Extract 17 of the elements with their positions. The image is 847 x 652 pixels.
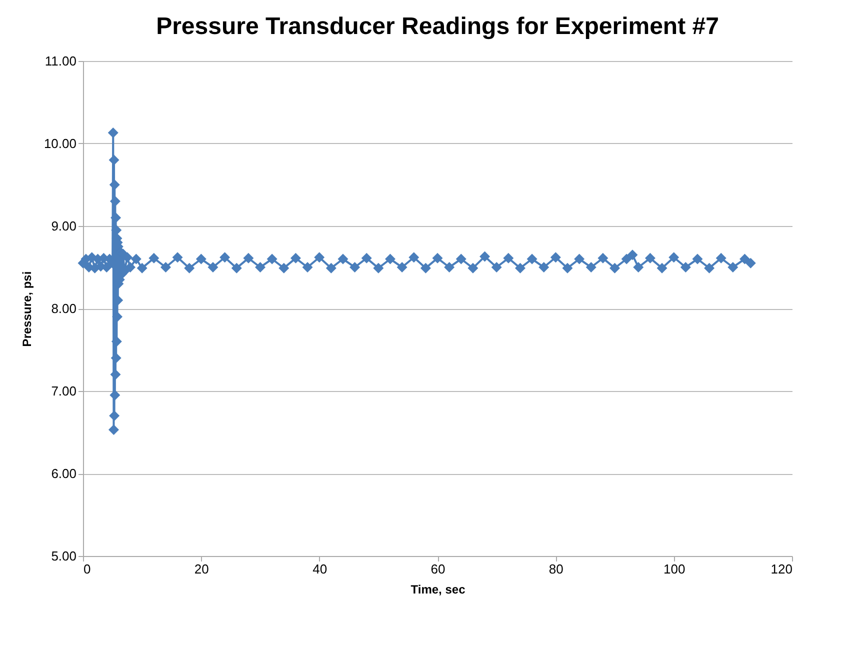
- x-tick-label: 40: [312, 562, 328, 576]
- x-axis-title: Time, sec: [410, 582, 466, 596]
- chart-title: Pressure Transducer Readings for Experiment #7: [156, 13, 719, 40]
- y-axis-title: Pressure, psi: [20, 271, 34, 347]
- x-tick-label: 60: [430, 562, 446, 576]
- x-tick-label: 20: [194, 562, 209, 576]
- x-tick-label: 120: [770, 562, 792, 576]
- y-tick-label: 9.00: [51, 218, 76, 234]
- x-tick-label: 80: [548, 562, 564, 576]
- y-tick-label: 8.00: [51, 301, 76, 316]
- y-tick-label: 7.00: [51, 384, 76, 398]
- x-tick-label: 100: [663, 562, 686, 576]
- y-tick-label: 6.00: [51, 466, 76, 481]
- x-tick-label: 0: [84, 562, 91, 576]
- y-tick-label: 10.00: [44, 136, 76, 151]
- y-tick-label: 5.00: [51, 548, 76, 564]
- y-tick-label: 11.00: [44, 54, 76, 68]
